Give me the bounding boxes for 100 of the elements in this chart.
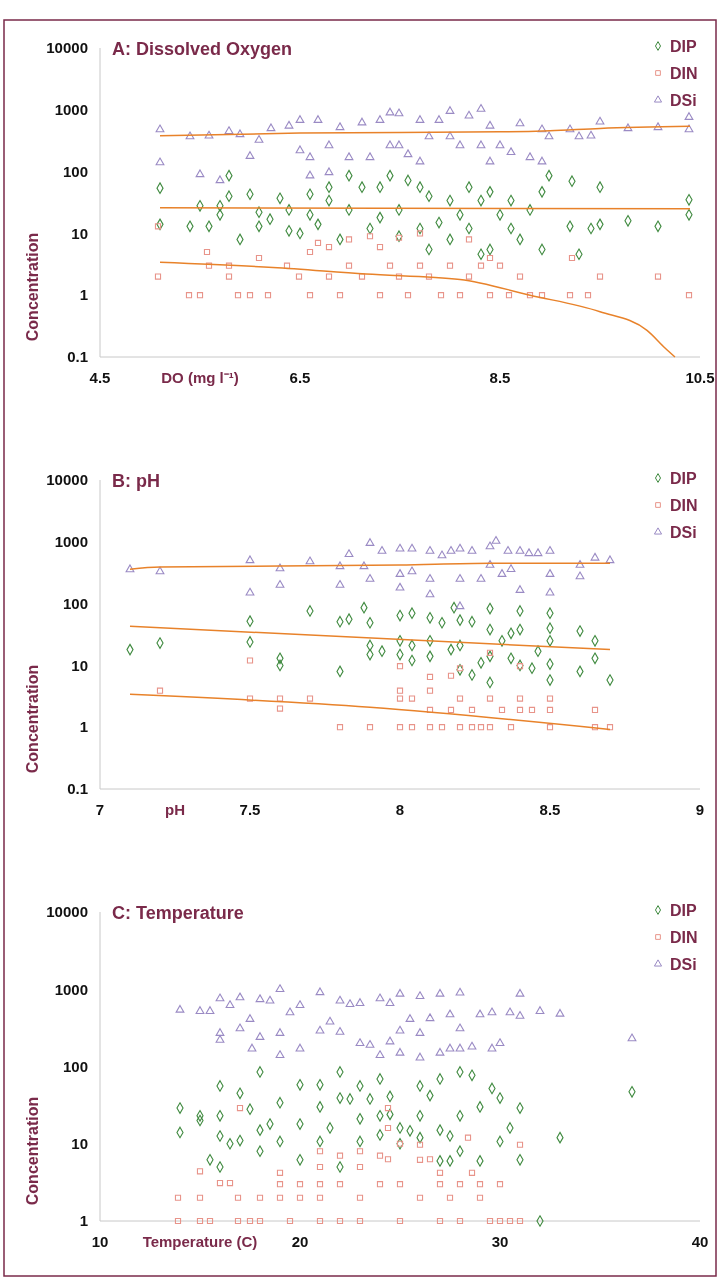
point — [344, 549, 354, 557]
point — [204, 130, 214, 139]
point — [445, 106, 455, 114]
point — [526, 292, 534, 299]
point — [336, 292, 344, 299]
point — [426, 687, 434, 694]
point — [335, 1026, 345, 1035]
point — [225, 273, 233, 280]
point — [446, 1194, 454, 1201]
point — [568, 254, 576, 262]
legend-label: DSi — [670, 92, 697, 109]
point — [476, 1194, 484, 1201]
point — [247, 1043, 257, 1052]
point — [355, 998, 365, 1006]
point — [396, 1140, 404, 1147]
x-tick-label: 8.5 — [539, 801, 561, 818]
point — [384, 1124, 392, 1132]
point — [447, 706, 455, 714]
point — [464, 110, 474, 119]
point — [545, 569, 555, 577]
y-tick-label: 1 — [79, 1212, 88, 1230]
point — [246, 657, 254, 664]
point — [437, 550, 447, 559]
point — [465, 236, 473, 243]
point — [516, 663, 524, 670]
point — [345, 236, 353, 243]
point — [623, 123, 633, 132]
point — [516, 1141, 524, 1148]
y-tick-label: 100 — [62, 1057, 88, 1075]
point — [376, 244, 384, 251]
point — [606, 724, 614, 731]
point — [395, 1025, 405, 1034]
point — [445, 1009, 455, 1018]
point — [503, 545, 513, 554]
y-tick-label: 0.1 — [67, 780, 88, 798]
point — [395, 543, 405, 552]
point — [245, 587, 255, 596]
point — [305, 152, 315, 161]
y-tick-label: 1000 — [54, 980, 88, 998]
point — [505, 1007, 515, 1016]
chart-title: A: Dissolved Oxygen — [112, 39, 293, 59]
point — [325, 244, 333, 251]
point — [455, 543, 465, 552]
point — [215, 993, 225, 1002]
point — [385, 1036, 395, 1045]
point — [324, 167, 334, 176]
point — [366, 233, 374, 240]
point — [336, 724, 344, 731]
y-axis-title: Concentration — [24, 664, 41, 774]
point — [415, 1028, 425, 1036]
x-tick-label: 8.5 — [489, 369, 511, 386]
point — [356, 1194, 364, 1201]
point — [596, 273, 604, 280]
point — [235, 992, 245, 1001]
point — [456, 1181, 464, 1188]
point — [407, 543, 417, 552]
point — [515, 545, 525, 554]
y-tick-label: 1 — [79, 718, 88, 736]
x-axis-title: Temperature (C) — [142, 1233, 258, 1250]
point — [196, 1194, 204, 1201]
legend-label: DSi — [670, 524, 697, 541]
point — [515, 585, 525, 593]
point — [206, 1217, 214, 1225]
point — [516, 706, 524, 714]
point — [408, 724, 416, 731]
point — [396, 687, 404, 694]
point — [276, 695, 284, 702]
point — [653, 122, 663, 131]
point — [266, 123, 276, 132]
point — [155, 157, 165, 166]
y-tick-label: 10000 — [46, 903, 88, 921]
point — [486, 649, 494, 656]
point — [315, 987, 325, 996]
point — [485, 541, 495, 550]
point — [175, 1004, 185, 1013]
y-tick-label: 100 — [62, 594, 88, 612]
y-tick-label: 100 — [62, 162, 88, 180]
point — [586, 130, 596, 139]
point — [605, 555, 615, 564]
point — [497, 569, 507, 577]
y-axis-title: Concentration — [24, 1096, 41, 1206]
point — [546, 695, 554, 702]
point — [476, 103, 486, 112]
point — [555, 1008, 565, 1017]
point — [246, 292, 254, 299]
point — [174, 1217, 182, 1225]
point — [335, 561, 345, 570]
point — [245, 151, 255, 159]
point — [515, 988, 525, 997]
chart-title: C: Temperature — [112, 903, 244, 923]
line-series — [159, 261, 676, 358]
point — [486, 1217, 494, 1225]
point — [225, 262, 233, 269]
point — [385, 998, 395, 1006]
point — [455, 1023, 465, 1032]
point — [365, 573, 375, 582]
point — [306, 695, 314, 702]
point — [407, 566, 417, 575]
point — [456, 665, 464, 672]
point — [405, 1014, 415, 1022]
